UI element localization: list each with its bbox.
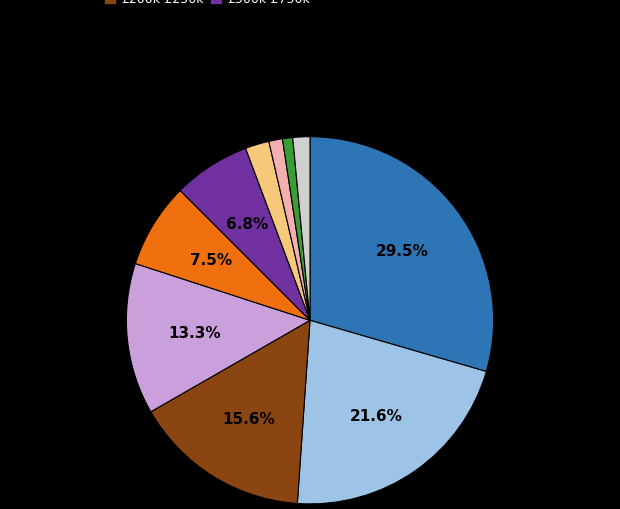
Wedge shape (135, 191, 310, 321)
Wedge shape (151, 321, 310, 503)
Text: 13.3%: 13.3% (169, 325, 221, 340)
Legend: £300k-£400k, £250k-£300k, £200k-£250k, £400k-£500k, £150k-£200k, £500k-£750k, £1: £300k-£400k, £250k-£300k, £200k-£250k, £… (101, 0, 519, 10)
Wedge shape (246, 142, 310, 321)
Text: 29.5%: 29.5% (376, 244, 429, 259)
Wedge shape (269, 139, 310, 321)
Text: 15.6%: 15.6% (222, 411, 275, 426)
Wedge shape (180, 149, 310, 321)
Wedge shape (293, 137, 310, 321)
Text: 6.8%: 6.8% (226, 216, 268, 231)
Wedge shape (126, 264, 310, 412)
Wedge shape (283, 138, 310, 321)
Wedge shape (310, 137, 494, 372)
Text: 7.5%: 7.5% (190, 253, 232, 268)
Text: 21.6%: 21.6% (350, 408, 402, 423)
Wedge shape (298, 321, 486, 504)
